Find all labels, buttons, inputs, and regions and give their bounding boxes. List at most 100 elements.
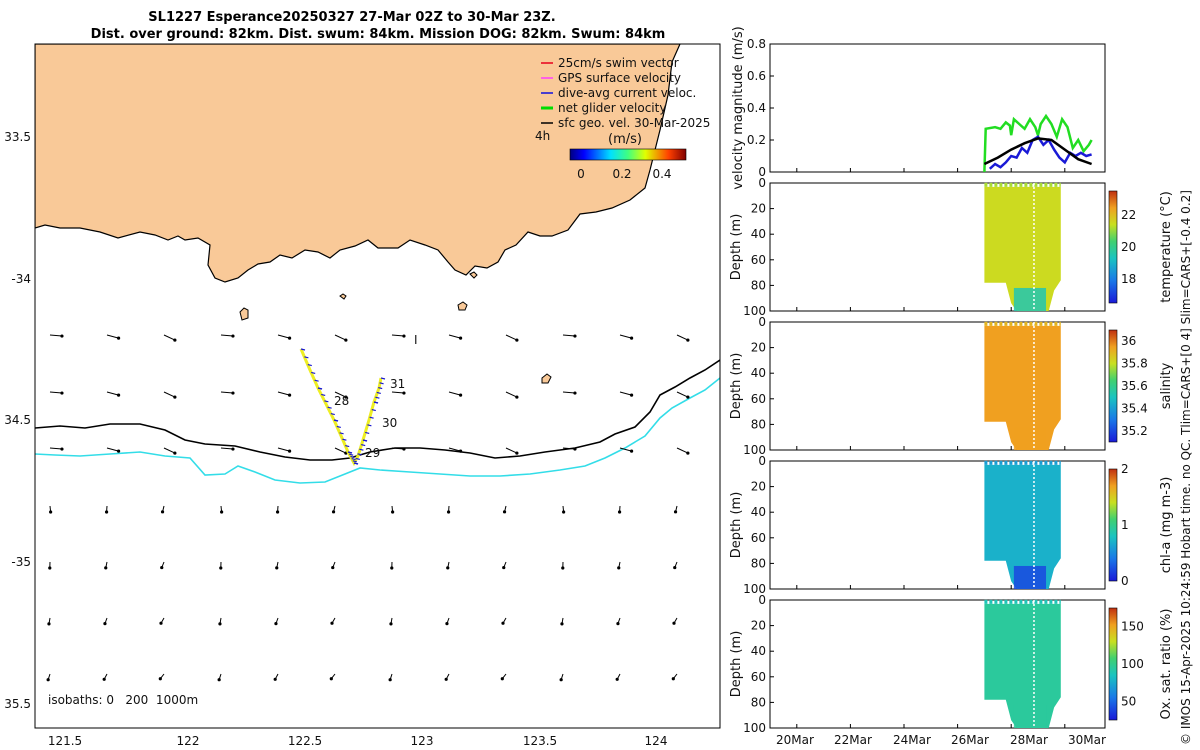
map-x-axis: 121.5 122 122.5 123 123.5 124: [48, 734, 668, 748]
geo-vector-arrow: [391, 391, 404, 394]
depth-y-tick: 40: [751, 366, 766, 380]
map-x-tick: 122: [177, 734, 200, 748]
map-y-tick: 33.5: [4, 130, 31, 144]
geo-vector-arrow: [334, 391, 347, 398]
geo-vector-arrowhead: [515, 451, 519, 455]
colorbar-tick: 35.2: [1121, 424, 1148, 438]
time-tick: 26Mar: [951, 733, 989, 747]
geo-vector-arrow: [163, 447, 176, 454]
geo-vector-arrow: [49, 447, 62, 450]
track-vector: [351, 458, 356, 461]
legend-geo-velocity: sfc geo. vel. 30-Mar-2025: [558, 116, 710, 130]
geo-vector-arrowhead: [617, 510, 622, 514]
track-vector: [336, 425, 341, 428]
colorbar-2: [1108, 329, 1118, 443]
geo-vector-arrowhead: [458, 449, 463, 453]
track-vector: [324, 400, 329, 403]
geo-vector-arrowhead: [231, 447, 235, 451]
geo-vector-arrowhead: [330, 621, 334, 625]
island: [239, 307, 249, 321]
colorbar-label-4: Ox. sat. ratio (%): [1159, 609, 1174, 720]
geo-vector-arrowhead: [344, 338, 348, 342]
geo-vector-arrowhead: [446, 566, 450, 570]
track-vector: [367, 424, 372, 427]
geo-vector-arrowhead: [104, 510, 109, 514]
geo-vector-arrowhead: [116, 336, 121, 340]
depth-y-tick: 0: [758, 315, 766, 329]
section-fill-1: [984, 186, 1061, 311]
velocity-y-tick: 0.6: [747, 69, 766, 83]
isobath-200m: [35, 359, 720, 461]
map-frame: [34, 43, 721, 729]
geo-vector-arrowhead: [446, 510, 451, 514]
land-mass: [35, 44, 681, 283]
track-vector: [378, 387, 383, 390]
geo-vector-arrowhead: [515, 338, 519, 342]
depth-y-tick: 80: [751, 695, 766, 709]
side-note: © IMOS 15-Apr-2025 10:24:59 Hobart time.…: [1179, 190, 1193, 745]
depth-y-tick: 40: [751, 644, 766, 658]
track-vector: [375, 396, 380, 399]
section-deep-4: [1013, 704, 1047, 728]
track-vector: [347, 451, 353, 454]
geo-vector-arrowhead: [629, 336, 634, 340]
geo-vector-arrow: [277, 447, 290, 452]
track-vector: [333, 419, 339, 422]
geo-vector-arrowhead: [218, 622, 222, 626]
geo-velocity-arrows: [46, 334, 690, 682]
depth-y-tick: 40: [751, 227, 766, 241]
geo-vector-arrowhead: [275, 510, 280, 514]
velocity-series-0: [983, 113, 1093, 173]
geo-vector-arrowhead: [560, 622, 564, 626]
title-line-1: SL1227 Esperance20250327 27-Mar 02Z to 3…: [148, 10, 555, 25]
geo-vector-arrow: [106, 334, 119, 339]
velocity-y-tick: 0.8: [747, 37, 766, 51]
geo-vector-arrowhead: [673, 510, 678, 514]
geo-vector-arrowhead: [573, 334, 577, 338]
track-vector: [376, 391, 381, 394]
track-vector: [349, 453, 354, 456]
day-label-29: 29: [365, 446, 380, 460]
depth-y-tick: 80: [751, 417, 766, 431]
track-vector: [304, 356, 309, 359]
map-panel: 28 30 31 29 I 25cm/s swim vector GPS sur…: [4, 43, 721, 748]
depth-y-tick: 20: [751, 480, 766, 494]
colorbar-tick: 22: [1121, 208, 1136, 222]
geo-vector-arrowhead: [60, 391, 64, 395]
geo-vector-arrowhead: [103, 622, 107, 626]
geo-vector-arrow: [277, 391, 290, 396]
track-vector: [362, 439, 368, 442]
colorbar-tick: 35.8: [1121, 357, 1148, 371]
marker-I: I: [414, 333, 418, 347]
colorbar-label-3: chl-a (mg m-3): [1159, 477, 1174, 574]
velocity-y-tick: 0.4: [747, 101, 766, 115]
marker-4h: 4h: [535, 129, 550, 143]
geo-vector-arrowhead: [388, 678, 392, 682]
geo-vector-arrowhead: [287, 336, 292, 340]
depth-y-tick: 20: [751, 202, 766, 216]
geo-vector-arrowhead: [275, 566, 279, 570]
track-vector: [342, 438, 347, 441]
geo-vector-arrow: [49, 391, 62, 394]
depth-y-tick: 60: [751, 253, 766, 267]
depth-y-tick: 0: [758, 593, 766, 607]
geo-vector-arrowhead: [686, 338, 690, 342]
track-vector: [355, 457, 360, 460]
title-line-2: Dist. over ground: 82km. Dist. swum: 84k…: [91, 27, 666, 42]
track-vector: [327, 406, 332, 409]
geo-vector-arrow: [334, 334, 347, 341]
geo-vector-arrowhead: [671, 677, 675, 681]
map-y-tick: -35: [11, 555, 31, 569]
depth-y-tick: 100: [743, 721, 766, 735]
track-vector: [373, 401, 379, 404]
colorbar-label-2: salinity: [1159, 362, 1174, 409]
geo-vector-arrowhead: [231, 391, 235, 395]
geo-vector-arrowhead: [445, 622, 449, 626]
section-deep-1: [1013, 287, 1047, 311]
velocity-y-tick: 0.2: [747, 133, 766, 147]
geo-vector-arrowhead: [331, 565, 335, 570]
geo-vector-arrowhead: [287, 393, 292, 397]
geo-vector-arrow: [505, 447, 518, 454]
colorbar-1: [1108, 190, 1118, 304]
